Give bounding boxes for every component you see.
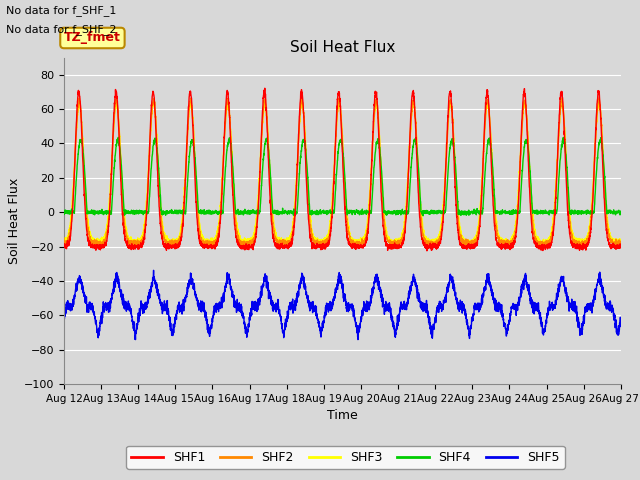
- Legend: SHF1, SHF2, SHF3, SHF4, SHF5: SHF1, SHF2, SHF3, SHF4, SHF5: [127, 446, 564, 469]
- Y-axis label: Soil Heat Flux: Soil Heat Flux: [8, 178, 21, 264]
- Title: Soil Heat Flux: Soil Heat Flux: [290, 40, 395, 55]
- X-axis label: Time: Time: [327, 409, 358, 422]
- Text: No data for f_SHF_2: No data for f_SHF_2: [6, 24, 117, 35]
- Text: TZ_fmet: TZ_fmet: [64, 32, 121, 45]
- Text: No data for f_SHF_1: No data for f_SHF_1: [6, 5, 116, 16]
